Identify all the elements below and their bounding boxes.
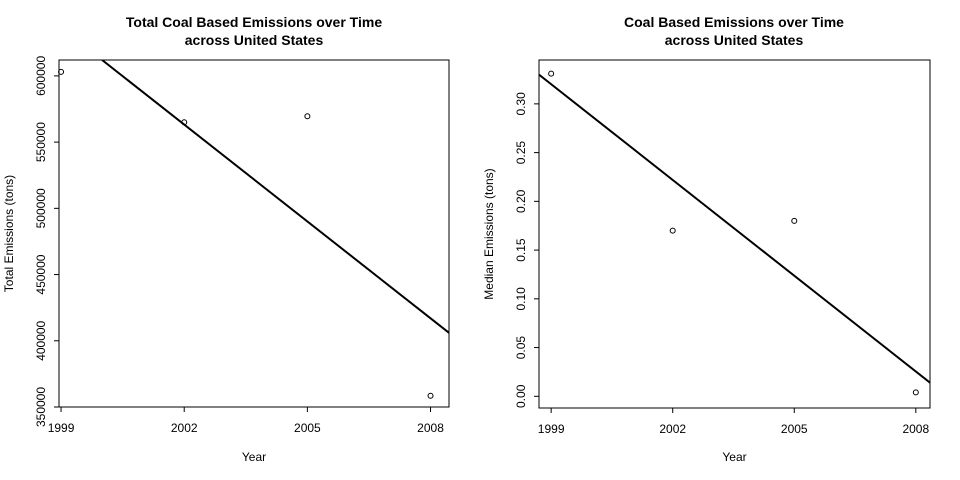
plot-frame [538, 59, 931, 409]
y-tick-label: 550000 [34, 122, 48, 162]
y-tick-label: 350000 [34, 387, 48, 427]
x-axis-label: Year [242, 450, 266, 464]
data-point [669, 227, 676, 234]
y-tick-label: 0.30 [514, 92, 528, 116]
chart-panel-1: Total Coal Based Emissions over Time acro… [2, 14, 450, 464]
x-axis-label: Year [722, 450, 746, 464]
x-tick-label: 1999 [48, 421, 75, 435]
y-tick-label: 0.00 [514, 384, 528, 408]
y-tick-label: 600000 [34, 56, 48, 96]
y-tick-label: 500000 [34, 188, 48, 228]
chart-panel-2: Coal Based Emissions over Time across Uni… [482, 14, 931, 464]
x-tick-label: 2005 [294, 421, 321, 435]
trend-line [539, 73, 930, 384]
data-point [791, 217, 798, 224]
trend-line [101, 60, 449, 334]
x-tick-label: 2008 [902, 422, 929, 436]
x-tick-label: 2005 [781, 422, 808, 436]
y-axis-label: Total Emissions (tons) [2, 175, 16, 292]
x-tick-label: 2008 [417, 421, 444, 435]
y-tick-label: 400000 [34, 320, 48, 360]
y-tick-label: 0.25 [514, 141, 528, 165]
x-tick-label: 2002 [171, 421, 198, 435]
plot-frame [58, 59, 450, 408]
y-axis-label: Median Emissions (tons) [482, 168, 496, 299]
data-point [58, 68, 65, 75]
data-point [427, 392, 434, 399]
x-tick-label: 1999 [538, 422, 565, 436]
data-point [912, 389, 919, 396]
y-tick-label: 450000 [34, 254, 48, 294]
data-point [181, 119, 188, 126]
y-tick-label: 0.15 [514, 238, 528, 262]
y-tick-label: 0.10 [514, 287, 528, 311]
y-tick-label: 0.20 [514, 189, 528, 213]
data-point [548, 70, 555, 77]
data-point [304, 113, 311, 120]
chart-title-line-2: across United States [185, 32, 324, 48]
x-tick-label: 2002 [659, 422, 686, 436]
chart-title-line-1: Coal Based Emissions over Time [624, 14, 844, 30]
y-tick-label: 0.05 [514, 336, 528, 360]
chart-title-line-1: Total Coal Based Emissions over Time [126, 14, 382, 30]
chart-title-line-2: across United States [665, 32, 804, 48]
